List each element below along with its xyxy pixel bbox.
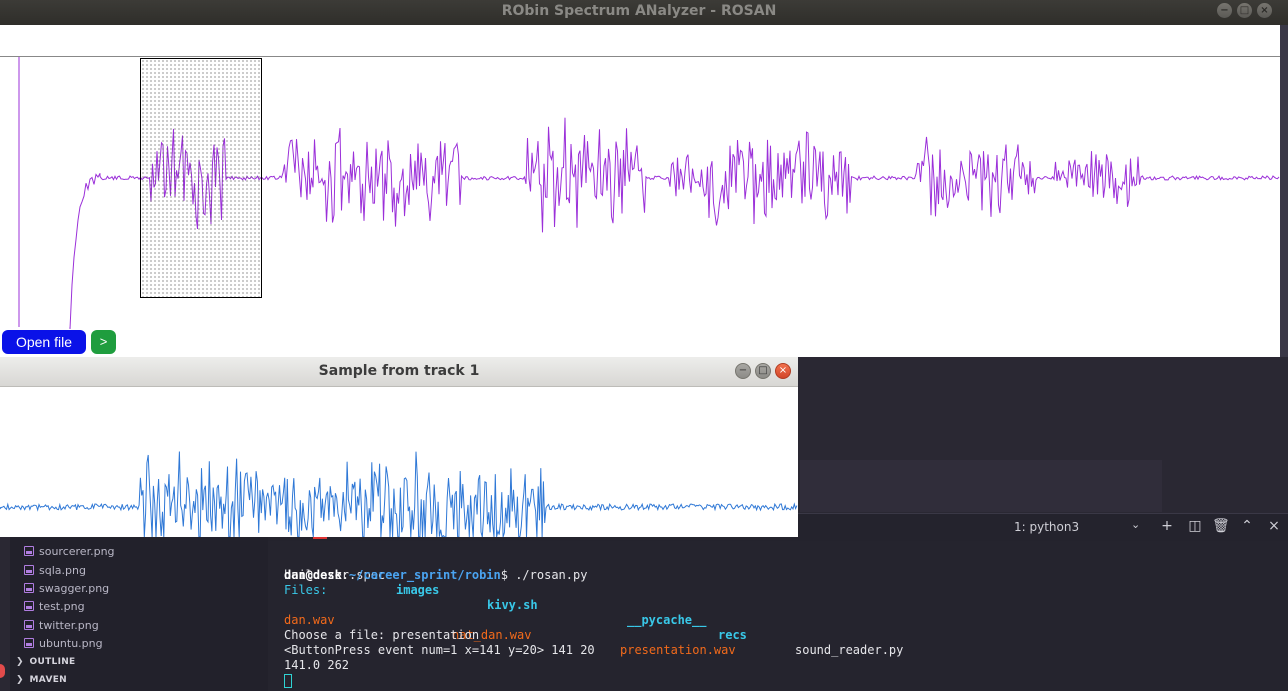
waveform-plot[interactable] <box>0 57 1280 357</box>
terminal-cursor <box>284 674 292 688</box>
image-file-icon <box>24 546 34 556</box>
tab-underline <box>313 537 327 539</box>
chevron-right-icon: ❯ <box>16 675 24 685</box>
waveform-line <box>18 57 1280 330</box>
next-button[interactable]: > <box>91 330 116 354</box>
terminal-wav-row: dan.wav nat_dan.wav presentation.wav <box>284 613 736 657</box>
terminal-choose-line: Choose a file: presentation <box>284 628 480 642</box>
image-file-icon <box>24 601 34 611</box>
terminal-files-label: Files: <box>284 583 328 597</box>
explorer-sidebar <box>10 537 268 691</box>
selection-rectangle[interactable] <box>140 58 262 298</box>
image-file-icon <box>24 583 34 593</box>
terminal-select[interactable]: 1: python3 <box>1014 520 1080 534</box>
chevron-right-icon: ❯ <box>16 657 24 667</box>
list-item[interactable]: test.png <box>24 597 85 615</box>
minimize-button[interactable]: − <box>1217 3 1232 18</box>
terminal-event-line: <ButtonPress event num=1 x=141 y=20> 141… <box>284 643 595 657</box>
editor-highlight-strip <box>800 460 1162 512</box>
minimize-button[interactable]: − <box>735 363 751 379</box>
window-edge <box>1280 25 1288 357</box>
window-title: RObin Spectrum ANalyzer - ROSAN <box>501 3 777 19</box>
rosan-toolbar-area <box>0 25 1280 57</box>
close-icon[interactable]: × <box>1268 518 1280 534</box>
close-button[interactable]: × <box>1257 3 1272 18</box>
list-item[interactable]: swagger.png <box>24 579 109 597</box>
error-indicator <box>0 664 5 678</box>
terminal[interactable]: buildozer.spec images kivy.sh __pycache_… <box>268 541 1288 691</box>
chevron-up-icon[interactable]: ⌃ <box>1241 518 1253 534</box>
open-file-button[interactable]: Open file <box>2 330 86 354</box>
sample-waveform-line <box>0 451 798 537</box>
list-item[interactable]: sourcerer.png <box>24 542 115 560</box>
terminal-ls-row: buildozer.spec images kivy.sh __pycache_… <box>284 568 904 657</box>
sidebar-section-outline[interactable]: ❯ OUTLINE <box>16 657 76 667</box>
sample-titlebar[interactable]: Sample from track 1 − □ × <box>0 357 798 387</box>
split-icon[interactable]: ◫ <box>1188 518 1202 534</box>
maximize-button[interactable]: □ <box>1237 3 1252 18</box>
rosan-titlebar[interactable]: RObin Spectrum ANalyzer - ROSAN − □ × <box>0 0 1288 25</box>
image-file-icon <box>24 565 34 575</box>
list-item[interactable]: sqla.png <box>24 561 86 579</box>
maximize-button[interactable]: □ <box>755 363 771 379</box>
image-file-icon <box>24 638 34 648</box>
sample-window: Sample from track 1 − □ × <box>0 357 798 537</box>
chevron-down-icon[interactable]: ⌄ <box>1131 518 1141 531</box>
terminal-prompt: dan@desk:~/career_sprint/robin$ ./rosan.… <box>284 568 588 582</box>
sample-window-title: Sample from track 1 <box>318 363 480 379</box>
trash-icon[interactable]: 🗑 <box>1212 518 1230 534</box>
sidebar-section-maven[interactable]: ❯ MAVEN <box>16 675 68 685</box>
sample-waveform-plot[interactable] <box>0 387 798 537</box>
image-file-icon <box>24 620 34 630</box>
close-button[interactable]: × <box>775 363 791 379</box>
plus-icon[interactable]: + <box>1161 518 1173 534</box>
list-item[interactable]: ubuntu.png <box>24 634 103 652</box>
terminal-result-line: 141.0 262 <box>284 658 350 672</box>
list-item[interactable]: twitter.png <box>24 616 99 634</box>
